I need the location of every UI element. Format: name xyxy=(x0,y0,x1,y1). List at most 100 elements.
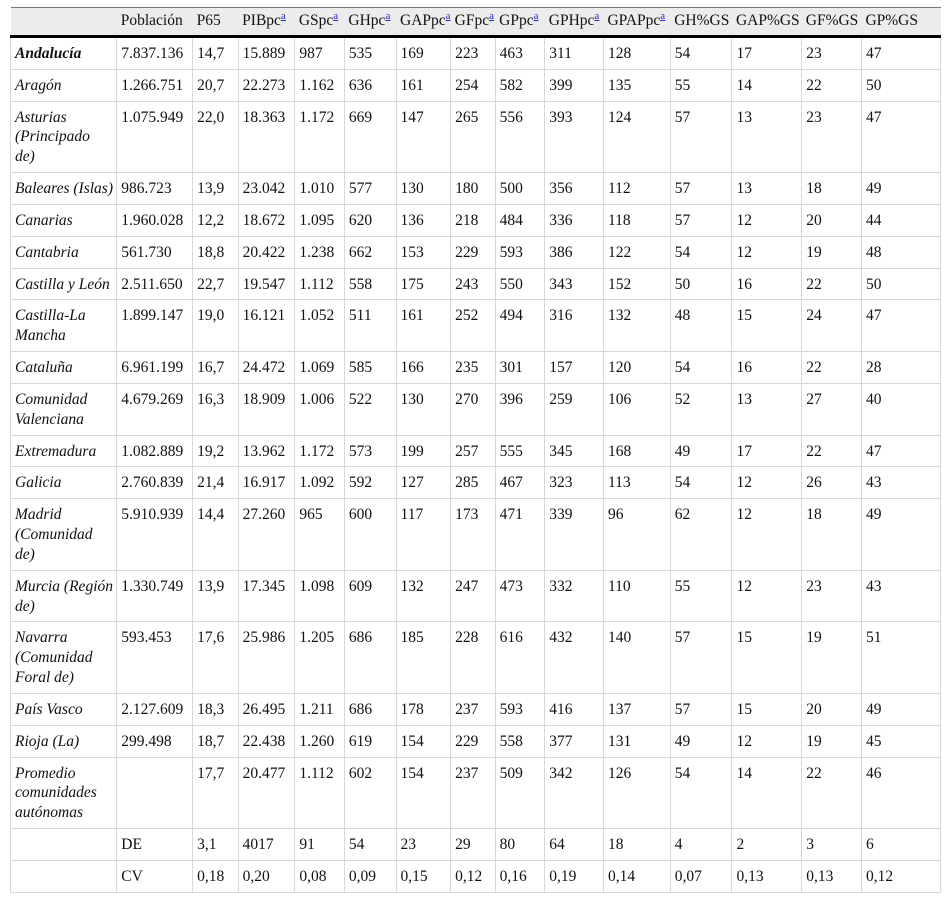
footnote-a-link[interactable]: a xyxy=(489,9,494,22)
cell-gpgs: 0,12 xyxy=(860,859,942,893)
cell-gapgs: 16 xyxy=(731,267,803,301)
cell-pibpc: 24.472 xyxy=(237,351,296,384)
table-row: Rioja (La) 299.498 18,7 22.438 1.260 619 154 22… xyxy=(9,724,942,758)
column-header-gpgs: GP%GS xyxy=(861,7,941,38)
cell-poblacion: 986.723 xyxy=(116,172,194,205)
footnote-a-link[interactable]: a xyxy=(385,9,391,22)
cell-poblacion: 1.082.889 xyxy=(116,434,194,468)
cell-gfgs: 26 xyxy=(801,466,862,500)
cell-gfgs: 22 xyxy=(801,434,862,468)
row-name xyxy=(9,828,118,861)
cell-gppc: 593 xyxy=(494,235,546,269)
column-header-gphpc: GPHpca xyxy=(544,7,604,38)
cell-gpgs: 50 xyxy=(860,267,942,301)
footnote-a-link[interactable]: a xyxy=(280,9,286,22)
cell-gfpc: 254 xyxy=(450,68,496,102)
cell-gapgs: 14 xyxy=(731,68,803,102)
cell-gphpc: 332 xyxy=(544,569,604,623)
cell-gpappc: 132 xyxy=(602,299,671,353)
cell-gphpc: 345 xyxy=(544,434,604,468)
table-row: Cantabria 561.730 18,8 20.422 1.238 662 153 229… xyxy=(9,235,942,269)
table-row: Galicia 2.760.839 21,4 16.917 1.092 592 127 285… xyxy=(9,466,942,500)
cell-gpappc: 140 xyxy=(602,621,671,694)
cell-gapgs: 12 xyxy=(731,569,803,623)
cell-gfpc: 247 xyxy=(450,569,496,623)
cell-gappc: 117 xyxy=(395,498,452,571)
cell-gphpc: 339 xyxy=(544,498,604,571)
cell-ghpc: 662 xyxy=(343,235,397,269)
cell-gphpc: 342 xyxy=(544,756,604,830)
cell-ghgs: 55 xyxy=(669,569,733,623)
cell-gfpc: 243 xyxy=(450,267,496,301)
row-name: Promedio comunidades autónomas xyxy=(9,756,118,830)
cell-poblacion: 1.266.751 xyxy=(116,68,194,102)
row-name: Castilla y León xyxy=(9,267,118,301)
row-name: Castilla-La Mancha xyxy=(9,299,118,353)
cell-ghgs: 57 xyxy=(669,692,733,726)
cell-pibpc: 0,20 xyxy=(237,859,296,893)
cell-gfpc: 252 xyxy=(450,299,496,353)
cell-gfgs: 27 xyxy=(801,382,862,436)
cell-p65: 14,7 xyxy=(192,36,239,70)
footnote-a-link[interactable]: a xyxy=(533,9,539,22)
cell-gpappc: 152 xyxy=(602,267,671,301)
cell-gfpc: 229 xyxy=(450,724,496,758)
cell-p65: 16,7 xyxy=(192,351,239,384)
cell-gpappc: 0,14 xyxy=(602,859,671,893)
cell-gappc: 23 xyxy=(395,828,452,861)
cell-pibpc: 15.889 xyxy=(237,36,296,70)
cell-gpappc: 120 xyxy=(602,351,671,384)
cell-gphpc: 356 xyxy=(544,172,604,205)
cell-gfpc: 223 xyxy=(450,36,496,70)
cell-gapgs: 0,13 xyxy=(731,859,803,893)
cell-gfpc: 257 xyxy=(450,434,496,468)
cell-gfgs: 22 xyxy=(801,267,862,301)
cell-pibpc: 20.422 xyxy=(237,235,296,269)
cell-ghgs: 57 xyxy=(669,203,733,237)
cell-gspc: 1.112 xyxy=(294,756,345,830)
cell-gppc: 463 xyxy=(494,36,546,70)
cell-gpappc: 124 xyxy=(602,100,671,174)
cell-gpgs: 6 xyxy=(860,828,942,861)
cell-gpappc: 112 xyxy=(602,172,671,205)
cell-ghgs: 62 xyxy=(669,498,733,571)
row-name: Canarias xyxy=(9,203,118,237)
row-name: Rioja (La) xyxy=(9,724,118,758)
cell-gappc: 161 xyxy=(395,299,452,353)
cell-gpgs: 47 xyxy=(860,434,942,468)
cell-gfgs: 23 xyxy=(801,100,862,174)
column-header-gappc: GAPpca xyxy=(396,7,451,38)
column-header-gfgs: GF%GS xyxy=(801,7,862,38)
cell-gphpc: 393 xyxy=(544,100,604,174)
column-header-gpappc: GPAPpca xyxy=(603,7,671,38)
cell-gapgs: 17 xyxy=(731,434,803,468)
footnote-marker: a xyxy=(280,9,286,22)
table-row: Aragón 1.266.751 20,7 22.273 1.162 636 161 254 5… xyxy=(9,68,942,102)
cell-gpappc: 113 xyxy=(602,466,671,500)
row-name: Navarra (Comunidad Foral de) xyxy=(9,621,118,694)
cell-poblacion: 2.511.650 xyxy=(116,267,194,301)
footnote-marker: a xyxy=(445,9,451,22)
cell-ghpc: 620 xyxy=(343,203,397,237)
cell-gspc: 1.205 xyxy=(294,621,345,694)
footnote-a-link[interactable]: a xyxy=(333,9,339,22)
footnote-a-link[interactable]: a xyxy=(660,9,666,22)
cell-ghpc: 0,09 xyxy=(343,859,397,893)
row-name: Aragón xyxy=(9,68,118,102)
cell-gpappc: 122 xyxy=(602,235,671,269)
cell-gspc: 1.052 xyxy=(294,299,345,353)
cell-ghpc: 609 xyxy=(343,569,397,623)
column-header-label: Población xyxy=(120,12,183,29)
cell-ghpc: 585 xyxy=(343,351,397,384)
cell-gphpc: 259 xyxy=(544,382,604,436)
footnote-marker: a xyxy=(660,9,666,22)
cell-gppc: 301 xyxy=(494,351,546,384)
row-name: Galicia xyxy=(9,466,118,500)
cell-gppc: 616 xyxy=(494,621,546,694)
footnote-a-link[interactable]: a xyxy=(594,9,600,22)
footnote-a-link[interactable]: a xyxy=(445,9,451,22)
column-header-label: GFpc xyxy=(454,12,490,29)
cell-gfpc: 237 xyxy=(450,692,496,726)
cell-ghpc: 54 xyxy=(343,828,397,861)
cell-gpgs: 49 xyxy=(860,498,942,571)
